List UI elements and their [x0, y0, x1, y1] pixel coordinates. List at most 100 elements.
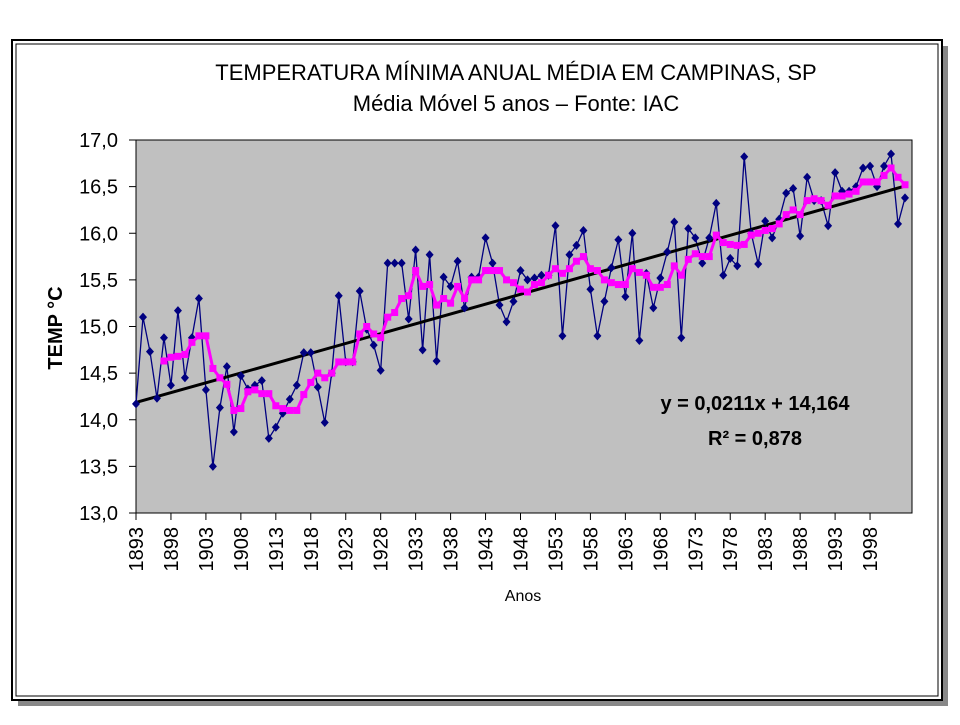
- point: [719, 270, 728, 280]
- y-tick-label: 16,5: [79, 177, 118, 199]
- point: [258, 390, 266, 398]
- point: [705, 233, 714, 243]
- point: [279, 405, 287, 413]
- point: [817, 197, 825, 205]
- point: [209, 364, 217, 372]
- point: [306, 348, 315, 358]
- x-tick-label: 1963: [615, 527, 637, 572]
- x-tick-label: 1948: [511, 527, 533, 572]
- point: [405, 292, 413, 300]
- point: [768, 225, 776, 233]
- point: [761, 226, 769, 234]
- point: [600, 276, 608, 284]
- point: [286, 406, 294, 414]
- point: [251, 386, 259, 394]
- point: [656, 283, 664, 291]
- point: [201, 385, 210, 395]
- point: [159, 333, 168, 343]
- point: [586, 265, 594, 273]
- x-tick-label: 1968: [650, 527, 672, 572]
- x-tick-label: 1958: [580, 527, 602, 572]
- point: [188, 338, 196, 346]
- point: [432, 356, 441, 366]
- chart-title: TEMPERATURA MÍNIMA ANUAL MÉDIA EM CAMPIN…: [215, 60, 816, 85]
- point: [503, 276, 511, 284]
- point: [377, 334, 385, 342]
- point: [600, 296, 609, 306]
- point: [530, 273, 539, 283]
- y-tick-label: 17,0: [79, 130, 118, 152]
- point: [293, 406, 301, 414]
- point: [775, 220, 783, 228]
- point: [719, 239, 727, 247]
- point: [454, 282, 462, 290]
- point: [502, 317, 511, 327]
- point: [180, 373, 189, 383]
- point: [489, 267, 497, 275]
- point: [390, 258, 399, 268]
- point: [726, 240, 734, 248]
- point: [880, 171, 888, 179]
- point: [866, 178, 874, 186]
- point: [453, 256, 462, 266]
- point: [859, 163, 868, 173]
- point: [894, 219, 903, 229]
- point: [516, 266, 525, 276]
- point: [677, 271, 685, 279]
- point: [740, 240, 748, 248]
- point: [572, 240, 581, 250]
- point: [887, 164, 895, 172]
- point: [376, 365, 385, 375]
- trend-r2: R² = 0,878: [708, 428, 802, 450]
- x-tick-label: 1993: [825, 527, 847, 572]
- x-tick-label: 1893: [126, 527, 148, 572]
- y-tick-label: 15,0: [79, 317, 118, 339]
- y-tick-label: 16,0: [79, 223, 118, 245]
- point: [468, 276, 476, 284]
- point: [335, 358, 343, 366]
- point: [397, 258, 406, 268]
- point: [138, 312, 147, 322]
- point: [314, 369, 322, 377]
- y-tick-label: 14,5: [79, 363, 118, 385]
- point: [495, 300, 504, 310]
- y-tick-label: 15,5: [79, 270, 118, 292]
- point: [705, 253, 713, 261]
- point: [236, 371, 245, 381]
- point: [565, 250, 574, 260]
- point: [537, 270, 546, 280]
- point: [579, 225, 588, 235]
- point: [691, 233, 700, 243]
- point: [803, 172, 812, 182]
- point: [691, 250, 699, 258]
- point: [265, 390, 273, 398]
- point: [887, 149, 896, 159]
- x-tick-label: 1923: [336, 527, 358, 572]
- x-tick-label: 1943: [476, 527, 498, 572]
- point: [537, 279, 545, 287]
- point: [880, 161, 889, 171]
- point: [257, 376, 266, 386]
- point: [733, 261, 742, 271]
- x-tick-label: 1918: [301, 527, 323, 572]
- point: [440, 295, 448, 303]
- trend-equation: y = 0,0211x + 14,164: [660, 393, 850, 415]
- point: [761, 216, 770, 226]
- point: [419, 282, 427, 290]
- point: [411, 245, 420, 255]
- plot-area: [135, 139, 913, 514]
- point: [677, 333, 686, 343]
- point: [174, 352, 182, 360]
- point: [523, 288, 531, 296]
- x-tick-label: 1913: [266, 527, 288, 572]
- point: [152, 393, 161, 403]
- point: [383, 258, 392, 268]
- point: [299, 348, 308, 358]
- y-tick-label: 13,5: [79, 456, 118, 478]
- point: [145, 347, 154, 357]
- point: [194, 294, 203, 304]
- point: [488, 258, 497, 268]
- point: [684, 224, 693, 234]
- point: [404, 314, 413, 324]
